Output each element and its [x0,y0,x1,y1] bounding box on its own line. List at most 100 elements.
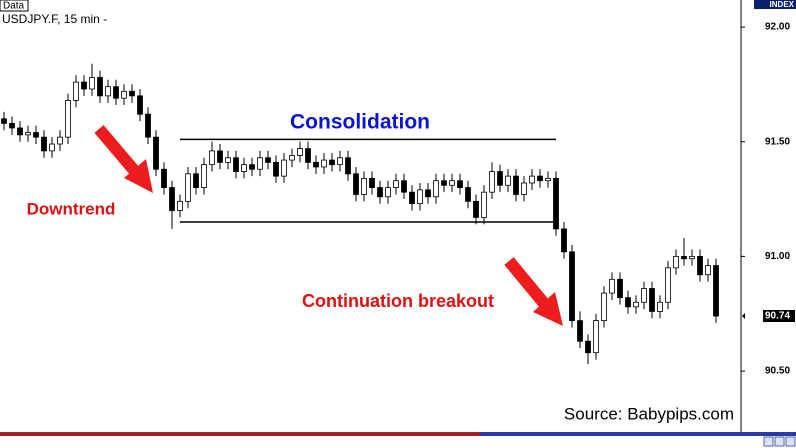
candle-body [57,136,63,145]
candle-body [281,159,287,177]
candle-body [105,86,111,97]
candle-body [385,187,391,198]
last-price-box [763,310,795,323]
candle-body [649,288,655,312]
candle-body [361,178,367,195]
candle-body [209,150,215,166]
candle-body [169,187,175,211]
candle-body [217,150,223,163]
candle-body [225,157,231,163]
candle-body [153,136,159,170]
candle-body [401,180,407,193]
axis-badge: INDEX [770,0,795,9]
candle-body [17,127,23,136]
candle-body [673,255,679,269]
candle-body [233,157,239,172]
y-tick-label: 92.00 [765,22,790,33]
annotation: Downtrend [27,199,116,218]
symbol-label: USDJPY.F, 15 min - [2,12,107,26]
annotation: Continuation breakout [302,291,494,311]
scroll-button[interactable] [785,436,796,447]
candle-body [465,187,471,202]
candle-body [369,178,375,188]
candle-body [353,173,359,195]
candle-body [569,251,575,322]
candle-body [25,132,31,136]
candle-body [633,301,639,308]
candle-body [657,301,663,312]
candle-body [689,255,695,260]
candle-body [137,95,143,115]
candle-body [425,189,431,198]
candle-body [9,122,15,129]
candle-body [705,265,711,276]
candle-body [473,200,479,218]
axis-badge-box [754,0,796,9]
candle-body [185,173,191,202]
candle-body [681,255,687,260]
candle-body [345,157,351,175]
arrow [504,257,563,326]
candle-body [89,77,95,90]
arrow-head [533,292,563,326]
candle-body [241,164,247,172]
candle-body [521,182,527,195]
scroll-button[interactable] [763,436,774,447]
arrow-shaft [94,125,143,179]
candle-body [665,267,671,303]
candle-body [177,200,183,211]
candle-body [257,157,263,170]
arrow-shaft [504,257,552,311]
candle-body [617,278,623,299]
candle-body [449,180,455,186]
candle-body [201,164,207,188]
scroll-button[interactable] [774,436,785,447]
candle-body [577,320,583,342]
candle-body [609,278,615,294]
candle-body [561,228,567,253]
candle-body [289,155,295,161]
candle-body [497,171,503,186]
panel-label: Data [3,1,25,12]
candle-body [505,175,511,186]
y-tick-label: 91.50 [765,136,790,147]
candle-body [553,178,559,230]
candle-body [529,175,535,184]
candle-body [593,320,599,354]
candle-body [537,175,543,182]
candle-body [81,81,87,90]
candle-body [585,340,591,354]
candle-body [713,265,719,317]
candle-body [489,171,495,193]
candle-body [697,255,703,276]
candle-body [1,118,7,124]
candle-body [409,191,415,205]
footer-strip [480,432,796,436]
candle-body [49,143,55,152]
candle-body [129,90,135,97]
y-tick-label: 90.50 [765,366,790,377]
candle-body [273,161,279,177]
candle-body [97,77,103,97]
candle-body [377,187,383,198]
candle-body [513,175,519,195]
source-note: Source: Babypips.com [564,404,734,423]
candle-body [625,297,631,308]
candle-body [113,86,119,99]
candle-body [65,100,71,138]
candle-body [145,113,151,138]
candle-body [41,136,47,152]
candle-body [121,90,127,99]
candle-body [321,159,327,168]
candle-body [249,164,255,170]
candle-body [313,161,319,168]
candle-body [601,292,607,322]
candle-body [305,148,311,163]
candle-body [265,157,271,163]
candle-body [297,148,303,156]
candle-body [161,168,167,188]
last-price-label: 90.74 [765,311,790,322]
footer-strip [0,432,480,436]
